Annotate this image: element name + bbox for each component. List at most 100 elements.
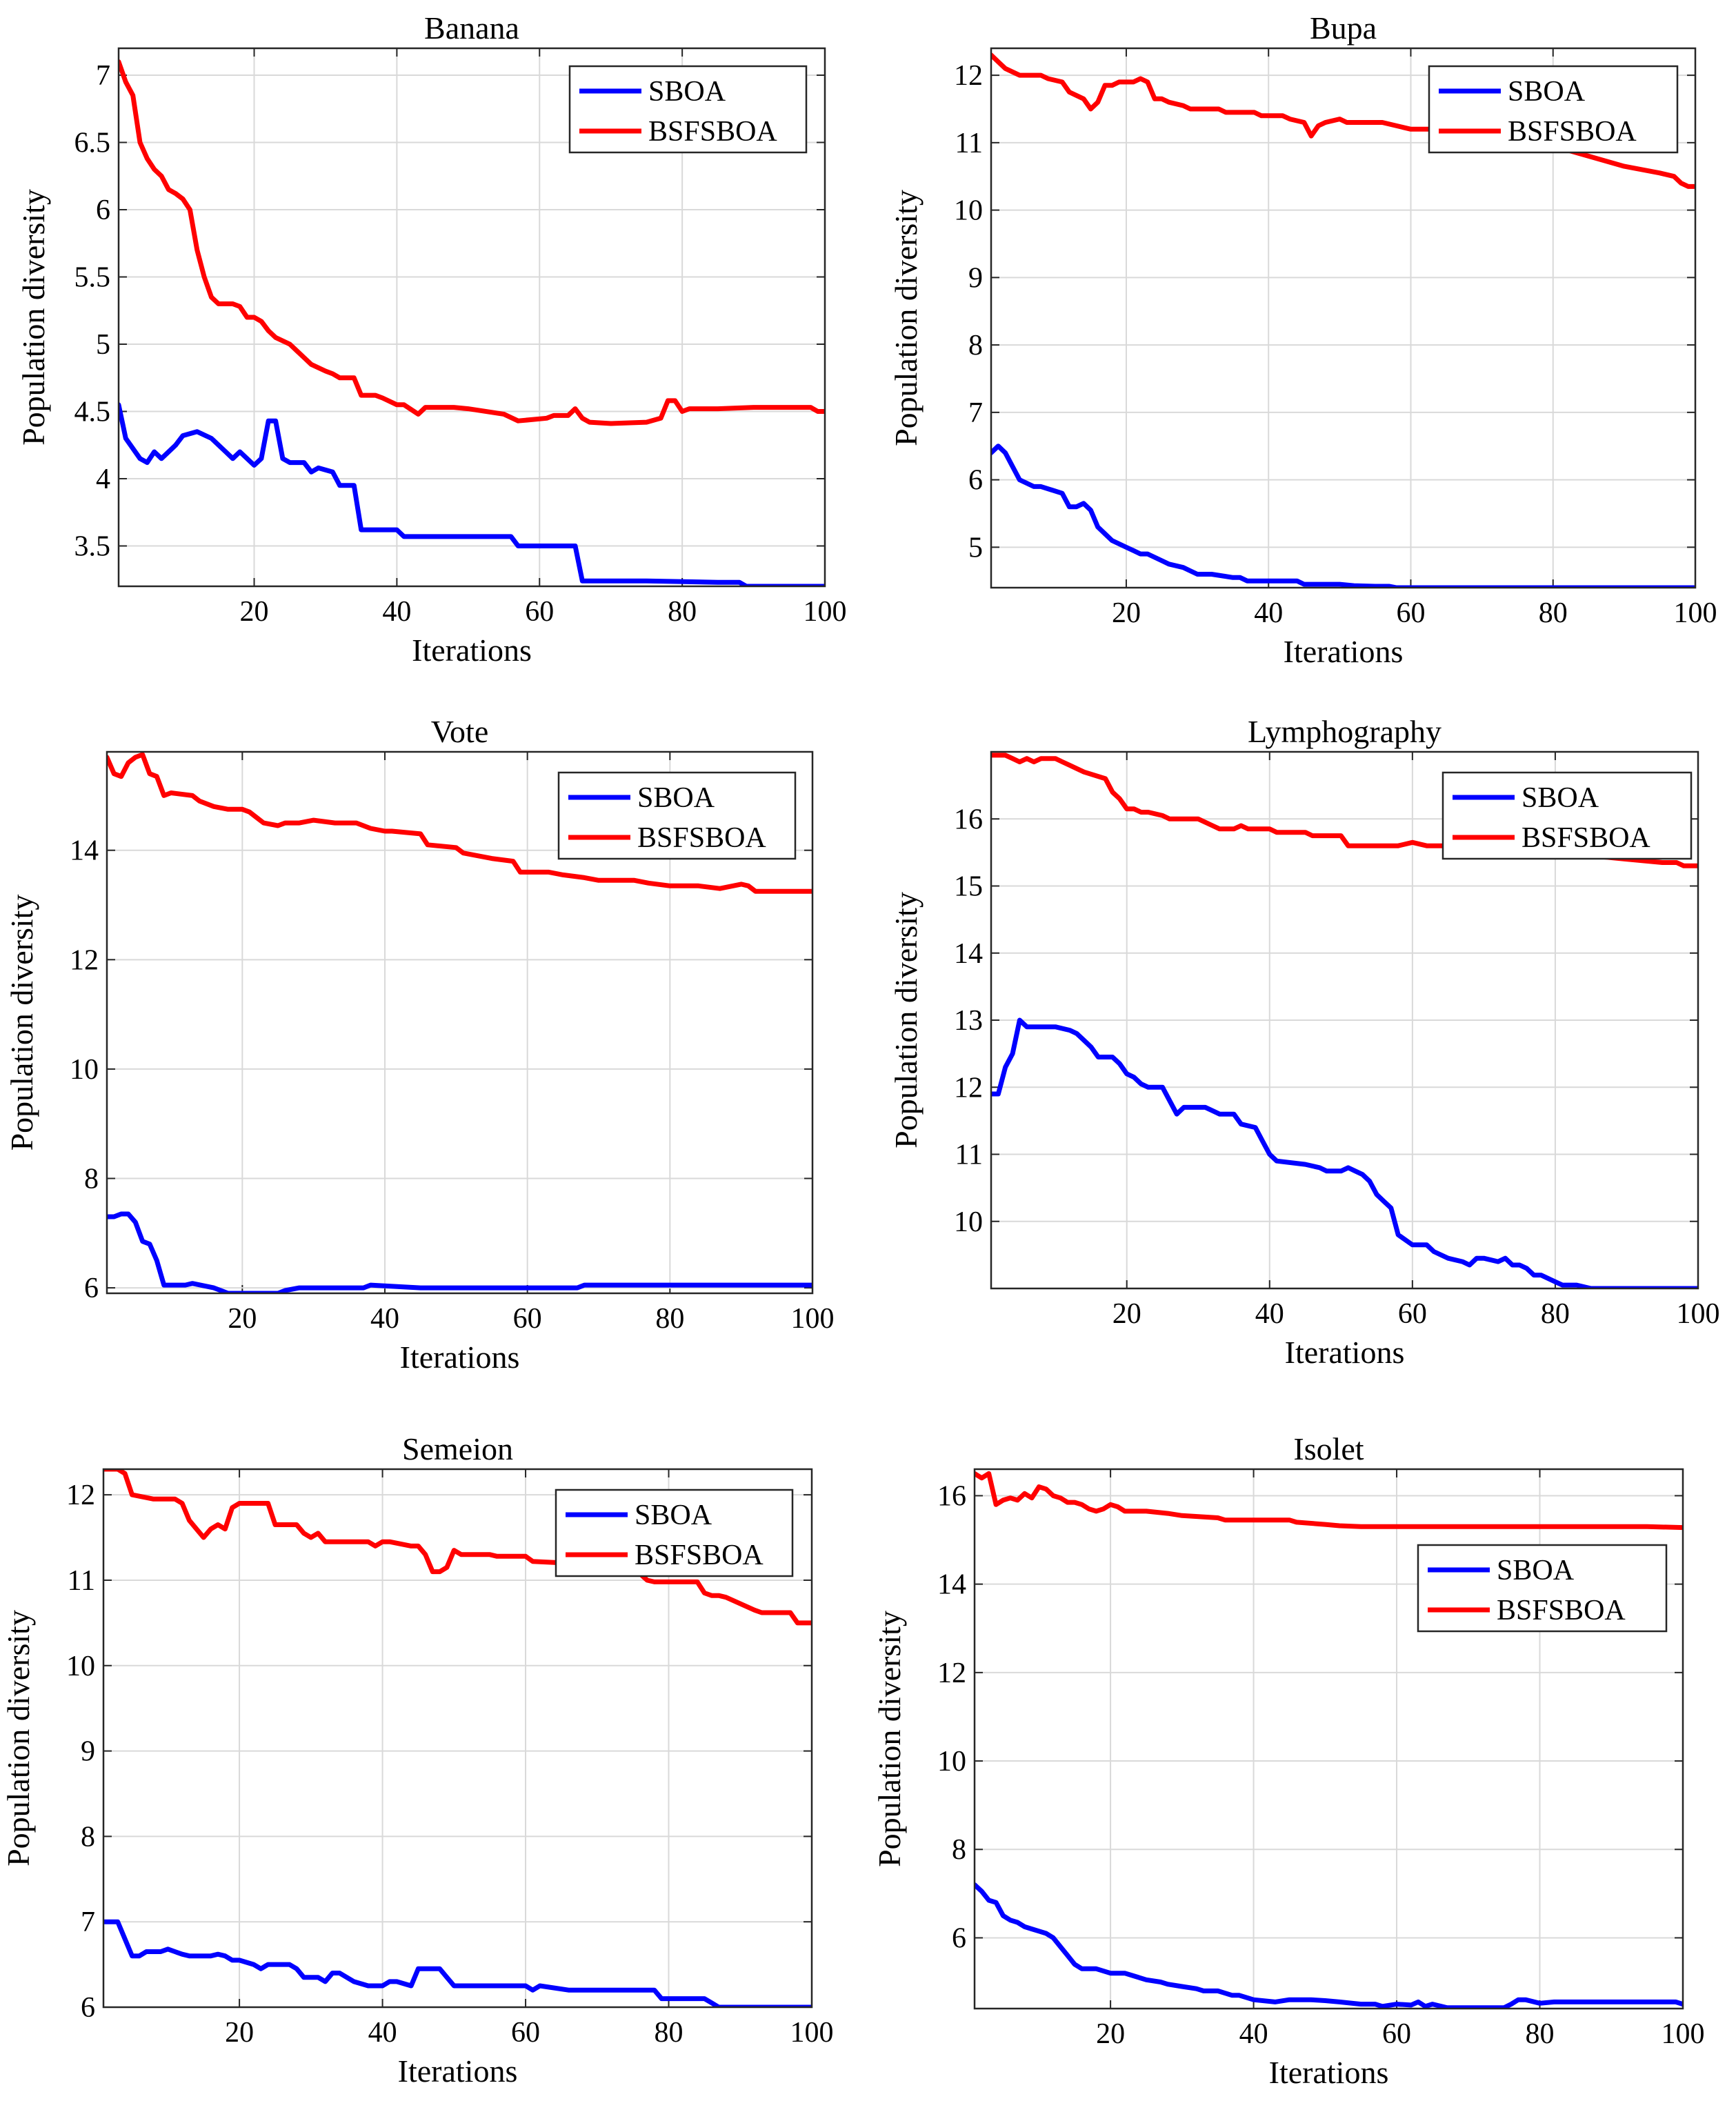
- legend: SBOA BSFSBOA: [555, 1488, 794, 1577]
- series-line-sboa: [103, 1919, 812, 2007]
- y-tick-label: 4: [96, 464, 110, 495]
- x-tick-label: 100: [804, 596, 847, 628]
- y-tick-label: 10: [954, 1206, 983, 1238]
- x-tick-label: 60: [525, 596, 554, 628]
- x-tick-label: 20: [1112, 597, 1141, 629]
- x-tick-label: 40: [1254, 597, 1283, 629]
- chart-title: Lymphography: [1248, 714, 1441, 749]
- y-tick-label: 11: [955, 128, 983, 159]
- y-axis-label: Population diversity: [888, 892, 924, 1148]
- x-tick-label: 80: [655, 2017, 684, 2049]
- y-tick-label: 14: [937, 1569, 966, 1601]
- x-tick-label: 100: [1674, 597, 1717, 629]
- x-tick-label: 20: [1096, 2018, 1125, 2050]
- y-tick-label: 14: [70, 835, 99, 867]
- y-tick-label: 6: [84, 1273, 99, 1304]
- series-line-bsfsboa: [975, 1471, 1683, 1531]
- chart-panel-bupa: 20 40 60 80 100 5 6 7 8 9 10 11 12 Bupa Iterations Popu…: [888, 10, 1717, 669]
- y-tick-label: 5.5: [74, 262, 111, 294]
- legend: SBOA BSFSBOA: [557, 771, 797, 860]
- x-tick-label: 40: [1255, 1298, 1284, 1330]
- x-tick-label: 60: [1396, 597, 1425, 629]
- legend-label-sboa: SBOA: [1497, 1555, 1575, 1586]
- legend-label-bsfsboa: BSFSBOA: [635, 1540, 764, 1571]
- y-tick-label: 3.5: [74, 531, 111, 563]
- y-tick-label: 8: [968, 330, 983, 361]
- series-line-bsfsboa: [103, 1469, 812, 1626]
- legend-label-sboa: SBOA: [648, 76, 726, 108]
- y-tick-label: 4.5: [74, 397, 111, 428]
- y-tick-label: 8: [84, 1163, 99, 1195]
- chart-title: Bupa: [1310, 10, 1377, 46]
- y-tick-label: 5: [968, 532, 983, 564]
- y-tick-label: 9: [81, 1736, 95, 1768]
- y-tick-label: 6: [81, 1992, 95, 2024]
- x-axis-label: Iterations: [1269, 2055, 1389, 2090]
- legend-label-bsfsboa: BSFSBOA: [648, 116, 777, 148]
- legend-label-sboa: SBOA: [635, 1500, 712, 1531]
- y-axis-label: Population diversity: [1, 1610, 36, 1866]
- series-line-sboa: [119, 402, 825, 586]
- x-tick-label: 40: [370, 1303, 399, 1335]
- legend-box: [1428, 65, 1679, 154]
- x-tick-label: 20: [1113, 1298, 1141, 1330]
- y-tick-label: 12: [70, 944, 99, 976]
- legend-label-bsfsboa: BSFSBOA: [1522, 822, 1650, 854]
- legend: SBOA BSFSBOA: [1441, 771, 1693, 860]
- y-tick-label: 16: [937, 1480, 966, 1512]
- legend-label-bsfsboa: BSFSBOA: [637, 822, 766, 854]
- legend-box: [1441, 771, 1693, 860]
- y-axis-label: Population diversity: [16, 189, 51, 446]
- chart-title: Banana: [424, 10, 519, 46]
- legend-label-sboa: SBOA: [1522, 782, 1599, 814]
- series-line-bsfsboa: [107, 752, 812, 894]
- y-tick-label: 5: [96, 329, 110, 361]
- series-line-sboa: [991, 1017, 1698, 1288]
- y-axis-label: Population diversity: [872, 1611, 907, 1867]
- y-tick-label: 6.5: [74, 128, 111, 159]
- y-tick-label: 12: [954, 1072, 983, 1104]
- x-axis-label: Iterations: [1285, 1335, 1405, 1370]
- y-tick-label: 7: [968, 397, 983, 429]
- y-tick-label: 12: [954, 60, 983, 92]
- x-tick-label: 40: [382, 596, 411, 628]
- legend-box: [568, 65, 808, 154]
- legend: SBOA BSFSBOA: [1417, 1544, 1668, 1633]
- y-tick-label: 14: [954, 938, 983, 970]
- x-tick-label: 100: [791, 1303, 835, 1335]
- y-tick-label: 8: [952, 1834, 966, 1866]
- axes-frame: [990, 47, 1697, 589]
- x-tick-label: 60: [1398, 1298, 1427, 1330]
- axes-frame: [973, 1468, 1684, 2010]
- y-tick-label: 15: [954, 871, 983, 903]
- y-tick-label: 10: [70, 1054, 99, 1086]
- series-line-sboa: [107, 1211, 812, 1293]
- legend-label-sboa: SBOA: [1508, 76, 1586, 108]
- x-axis-label: Iterations: [412, 633, 532, 668]
- legend-box: [555, 1488, 794, 1577]
- x-tick-label: 80: [1526, 2018, 1555, 2050]
- y-tick-label: 12: [937, 1657, 966, 1689]
- y-tick-label: 9: [968, 262, 983, 294]
- y-tick-label: 16: [954, 804, 983, 835]
- x-tick-label: 60: [511, 2017, 540, 2049]
- legend: SBOA BSFSBOA: [1428, 65, 1679, 154]
- y-tick-label: 13: [954, 1005, 983, 1037]
- y-axis-label: Population diversity: [4, 895, 39, 1151]
- x-tick-label: 60: [1382, 2018, 1411, 2050]
- x-axis-label: Iterations: [398, 2053, 518, 2089]
- chart-panel-isolet: 20 40 60 80 100 6 8 10 12 14 16 Isolet Iterations Pop…: [872, 1431, 1705, 2090]
- x-tick-label: 80: [655, 1303, 684, 1335]
- chart-title: Isolet: [1293, 1431, 1364, 1466]
- legend-label-bsfsboa: BSFSBOA: [1508, 116, 1637, 148]
- y-axis-label: Population diversity: [888, 190, 924, 446]
- legend-label-sboa: SBOA: [637, 782, 715, 814]
- x-tick-label: 100: [790, 2017, 834, 2049]
- x-axis-label: Iterations: [400, 1340, 520, 1375]
- y-tick-label: 8: [81, 1821, 95, 1853]
- chart-panel-vote: 20 40 60 80 100 6 8 10 12 14 Vote Iterations Populat…: [4, 714, 835, 1375]
- x-tick-label: 40: [1239, 2018, 1268, 2050]
- x-tick-label: 80: [668, 596, 697, 628]
- axes-frame: [117, 47, 826, 588]
